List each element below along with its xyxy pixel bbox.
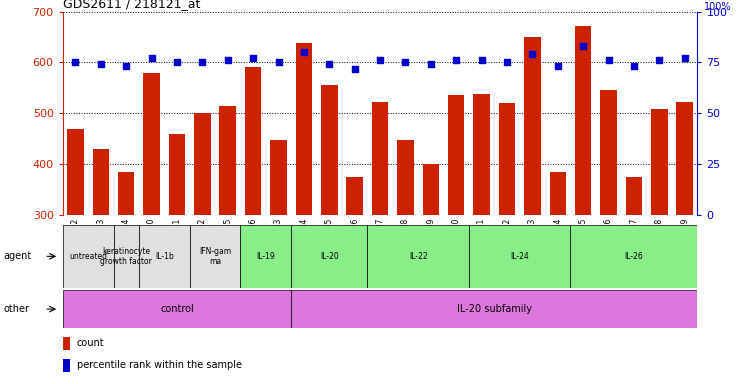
Bar bbox=[473, 94, 490, 215]
Bar bbox=[219, 106, 236, 215]
Bar bbox=[570, 225, 697, 288]
Text: untreated: untreated bbox=[69, 252, 107, 261]
Bar bbox=[296, 43, 312, 215]
Bar bbox=[169, 134, 185, 215]
Text: IL-1b: IL-1b bbox=[155, 252, 173, 261]
Bar bbox=[63, 290, 292, 328]
Bar bbox=[372, 102, 388, 215]
Point bbox=[679, 55, 691, 61]
Point bbox=[247, 55, 259, 61]
Bar bbox=[270, 140, 287, 215]
Text: IL-20: IL-20 bbox=[320, 252, 339, 261]
Point bbox=[298, 49, 310, 55]
Text: IFN-gam
ma: IFN-gam ma bbox=[199, 247, 231, 266]
Bar bbox=[600, 90, 617, 215]
Bar bbox=[92, 149, 109, 215]
Point bbox=[399, 59, 411, 65]
Bar bbox=[397, 140, 414, 215]
Point bbox=[653, 57, 665, 63]
Bar bbox=[575, 26, 591, 215]
Point bbox=[577, 43, 589, 49]
Text: count: count bbox=[77, 338, 104, 348]
Text: GDS2611 / 218121_at: GDS2611 / 218121_at bbox=[63, 0, 200, 10]
Text: other: other bbox=[4, 304, 30, 314]
Bar bbox=[194, 113, 210, 215]
Point bbox=[628, 63, 640, 70]
Text: agent: agent bbox=[4, 251, 32, 262]
Point bbox=[603, 57, 615, 63]
Text: 100%: 100% bbox=[704, 2, 731, 12]
Point bbox=[476, 57, 488, 63]
Bar bbox=[524, 37, 541, 215]
Point bbox=[552, 63, 564, 70]
Bar bbox=[63, 225, 114, 288]
Bar bbox=[63, 359, 70, 372]
Text: IL-22: IL-22 bbox=[409, 252, 427, 261]
Bar bbox=[114, 225, 139, 288]
Bar bbox=[245, 68, 261, 215]
Point bbox=[272, 59, 284, 65]
Point bbox=[145, 55, 157, 61]
Bar bbox=[651, 109, 668, 215]
Bar bbox=[292, 290, 697, 328]
Bar bbox=[241, 225, 292, 288]
Point bbox=[374, 57, 386, 63]
Point bbox=[323, 61, 335, 68]
Bar bbox=[190, 225, 241, 288]
Bar bbox=[63, 337, 70, 350]
Point bbox=[349, 65, 361, 71]
Point bbox=[120, 63, 132, 70]
Bar bbox=[346, 177, 363, 215]
Bar bbox=[139, 225, 190, 288]
Bar bbox=[550, 172, 566, 215]
Point bbox=[425, 61, 437, 68]
Text: control: control bbox=[160, 304, 194, 314]
Bar bbox=[423, 164, 439, 215]
Point bbox=[95, 61, 107, 68]
Point bbox=[196, 59, 208, 65]
Bar bbox=[321, 85, 337, 215]
Point bbox=[501, 59, 513, 65]
Text: IL-19: IL-19 bbox=[256, 252, 275, 261]
Text: percentile rank within the sample: percentile rank within the sample bbox=[77, 360, 241, 370]
Point bbox=[526, 51, 538, 57]
Point bbox=[69, 59, 81, 65]
Bar bbox=[67, 129, 83, 215]
Bar bbox=[469, 225, 570, 288]
Bar bbox=[626, 177, 642, 215]
Bar bbox=[677, 102, 693, 215]
Bar bbox=[499, 103, 515, 215]
Text: IL-20 subfamily: IL-20 subfamily bbox=[457, 304, 532, 314]
Point bbox=[171, 59, 183, 65]
Bar bbox=[448, 96, 464, 215]
Bar bbox=[292, 225, 368, 288]
Bar bbox=[368, 225, 469, 288]
Point bbox=[222, 57, 234, 63]
Text: IL-26: IL-26 bbox=[624, 252, 644, 261]
Bar bbox=[118, 172, 134, 215]
Point bbox=[450, 57, 462, 63]
Text: keratinocyte
growth factor: keratinocyte growth factor bbox=[100, 247, 152, 266]
Text: IL-24: IL-24 bbox=[510, 252, 529, 261]
Bar bbox=[143, 73, 160, 215]
